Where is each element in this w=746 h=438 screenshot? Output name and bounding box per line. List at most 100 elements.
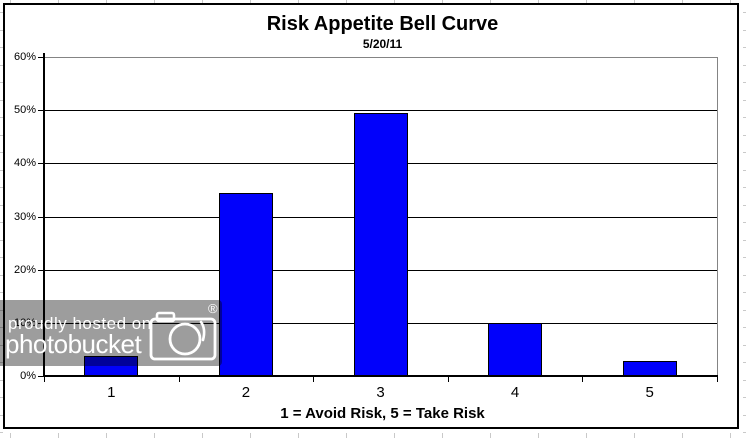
sheet-gridline (58, 0, 59, 3)
sheet-gridline (490, 433, 491, 438)
y-tick-mark (38, 216, 44, 218)
sheet-gridline (154, 0, 155, 3)
sheet-gridline (743, 239, 746, 241)
sheet-gridline (743, 257, 746, 258)
sheet-gridline (346, 433, 347, 438)
x-tick-mark (44, 376, 45, 382)
sheet-gridline (106, 433, 107, 438)
sheet-gridline (586, 433, 587, 438)
x-category-label: 3 (376, 384, 385, 401)
sheet-gridline (743, 117, 746, 118)
sheet-gridline (0, 274, 3, 276)
sheet-gridline (0, 134, 3, 136)
sheet-gridline (586, 0, 587, 3)
bar-category-3 (353, 112, 408, 376)
sheet-gridline (10, 0, 11, 3)
sheet-gridline (730, 433, 731, 438)
sheet-gridline (743, 47, 746, 48)
x-tick-mark (313, 376, 315, 382)
sheet-gridline (394, 0, 395, 3)
x-tick-mark (178, 376, 180, 382)
sheet-gridline (743, 379, 746, 381)
sheet-gridline (634, 0, 635, 3)
sheet-gridline (743, 274, 746, 276)
y-tick-mark (38, 269, 44, 271)
sheet-gridline (202, 433, 203, 438)
y-tick-label: 30% (13, 210, 36, 223)
sheet-gridline (0, 222, 3, 223)
sheet-gridline (490, 0, 491, 3)
registered-trademark-icon: ® (208, 301, 218, 316)
sheet-gridline (58, 433, 59, 438)
sheet-gridline (743, 29, 746, 31)
x-category-label: 4 (510, 384, 520, 401)
sheet-gridline (0, 82, 3, 83)
sheet-gridline (202, 0, 203, 3)
sheet-gridline (743, 344, 746, 346)
chart-subtitle: 5/20/11 (362, 37, 403, 51)
sheet-gridline (743, 327, 746, 328)
sheet-gridline (250, 433, 251, 438)
bar-category-2 (218, 192, 273, 376)
sheet-gridline (442, 0, 443, 3)
sheet-gridline (346, 0, 347, 3)
y-tick-mark (38, 110, 44, 112)
y-tick-label: 20% (13, 263, 36, 276)
sheet-gridline (743, 152, 746, 153)
sheet-gridline (0, 64, 3, 66)
watermark-line1: proudly hosted on (8, 314, 152, 333)
sheet-gridline (743, 99, 746, 101)
sheet-gridline (743, 362, 746, 363)
bar-category-5 (622, 361, 677, 376)
sheet-gridline (730, 0, 731, 3)
sheet-gridline (0, 414, 3, 416)
sheet-gridline (743, 12, 746, 13)
y-tick-label: 40% (13, 157, 36, 170)
sheet-gridline (0, 29, 3, 31)
plot-border-top (44, 57, 718, 58)
sheet-gridline (0, 152, 3, 153)
sheet-gridline (743, 414, 746, 416)
y-tick-label: 50% (13, 104, 36, 117)
sheet-gridline (0, 47, 3, 48)
sheet-gridline (0, 117, 3, 118)
sheet-gridline (10, 433, 11, 438)
sheet-gridline (0, 257, 3, 258)
watermark-line2: photobucket (5, 329, 142, 359)
bar-category-4 (488, 322, 543, 376)
sheet-gridline (298, 0, 299, 3)
sheet-gridline (538, 433, 539, 438)
sheet-gridline (0, 292, 3, 293)
sheet-gridline (743, 134, 746, 136)
x-axis-title: 1 = Avoid Risk, 5 = Take Risk (280, 405, 485, 422)
x-category-label: 5 (645, 384, 654, 401)
sheet-gridline (743, 82, 746, 83)
plot-border-right (717, 57, 718, 376)
x-axis-line (43, 375, 718, 377)
sheet-gridline (0, 397, 3, 398)
sheet-gridline (743, 204, 746, 206)
y-tick-mark (38, 57, 44, 58)
sheet-gridline (0, 379, 3, 381)
x-tick-mark (582, 376, 584, 382)
sheet-gridline (743, 432, 746, 433)
y-tick-label: 60% (13, 51, 36, 63)
camera-icon (149, 311, 217, 361)
sheet-gridline (743, 309, 746, 311)
sheet-gridline (0, 99, 3, 101)
sheet-gridline (298, 433, 299, 438)
x-tick-mark (717, 376, 718, 382)
sheet-gridline (743, 187, 746, 188)
sheet-gridline (0, 204, 3, 206)
chart-title: Risk Appetite Bell Curve (266, 13, 499, 35)
sheet-gridline (634, 433, 635, 438)
y-tick-mark (38, 376, 44, 377)
sheet-gridline (394, 433, 395, 438)
sheet-gridline (0, 432, 3, 433)
x-category-label: 1 (107, 384, 116, 401)
sheet-gridline (0, 187, 3, 188)
sheet-gridline (0, 12, 3, 13)
sheet-gridline (106, 0, 107, 3)
sheet-gridline (743, 397, 746, 398)
